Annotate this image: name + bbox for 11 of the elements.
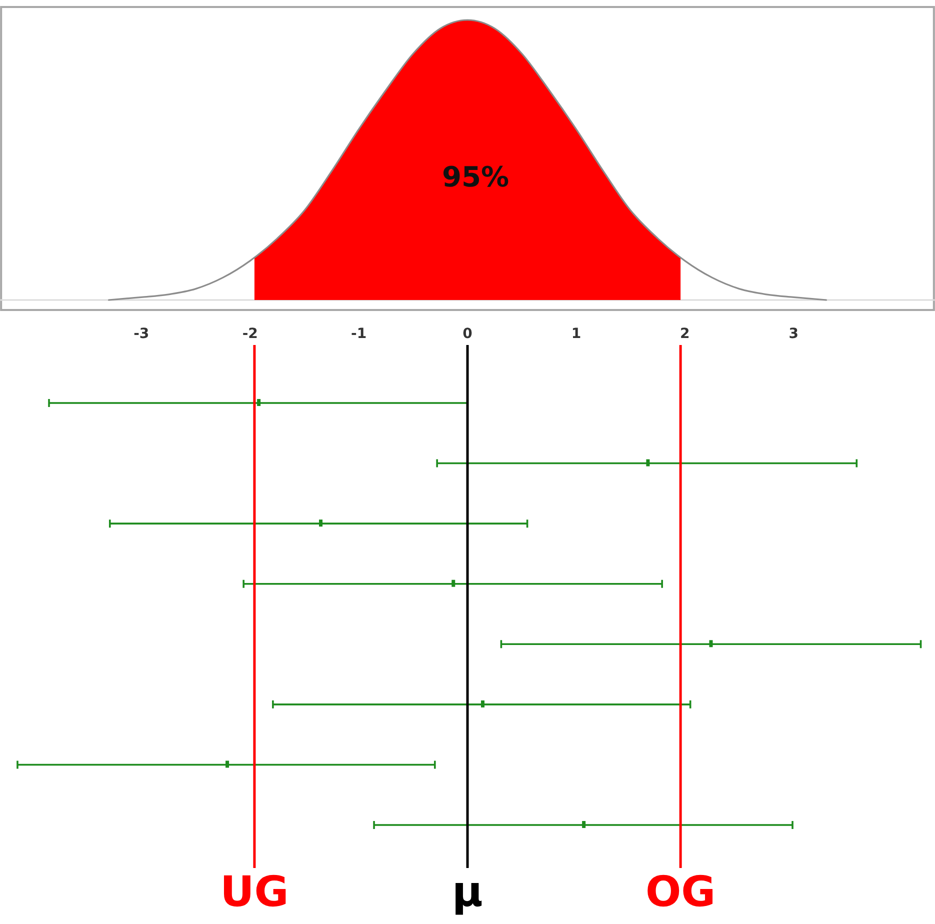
x-tick-label: -2 — [242, 326, 258, 342]
ref-line-label: μ — [452, 867, 483, 916]
ref-line-label: OG — [645, 867, 716, 916]
x-tick-label: 1 — [571, 326, 582, 342]
x-tick-label: 0 — [462, 326, 473, 342]
ref-line-label: UG — [220, 867, 289, 916]
x-tick-label: -1 — [351, 326, 367, 342]
x-tick-label: -3 — [134, 326, 150, 342]
x-tick-label: 2 — [680, 326, 690, 342]
annotation: 95% — [442, 160, 510, 194]
x-tick-label: 3 — [788, 326, 798, 342]
